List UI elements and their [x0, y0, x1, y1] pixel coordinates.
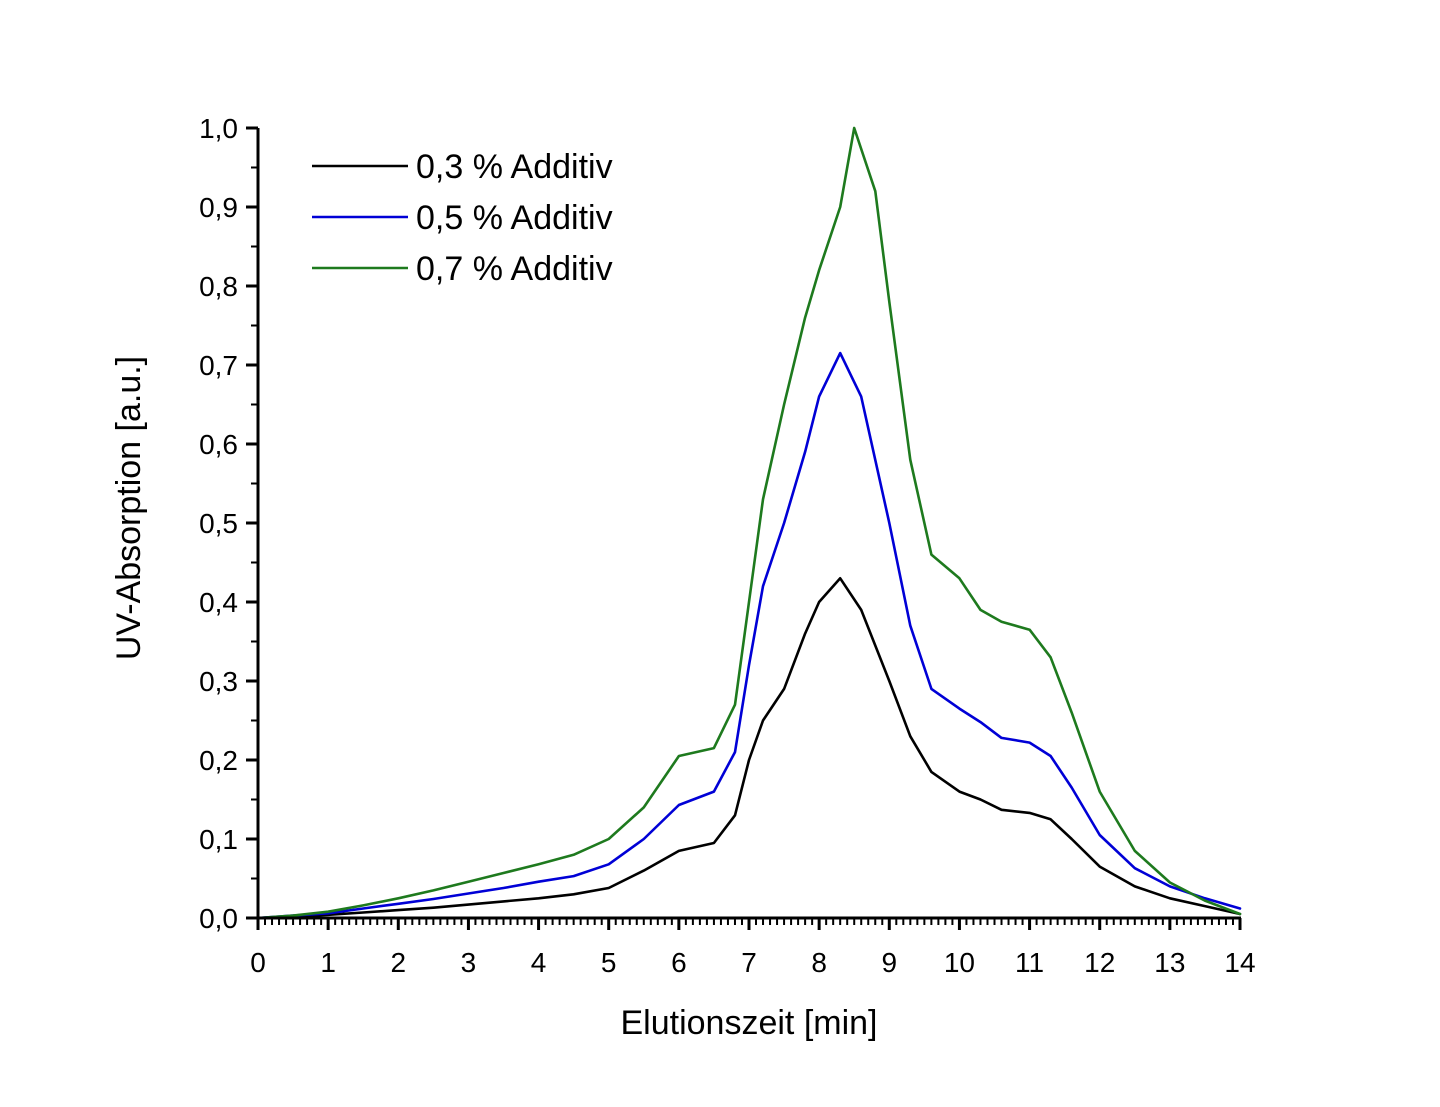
x-tick-label: 6: [671, 947, 687, 978]
y-tick-label: 0,1: [199, 824, 238, 855]
x-tick-label: 10: [944, 947, 975, 978]
series-layer: [256, 126, 1242, 920]
y-tick-label: 0,5: [199, 508, 238, 539]
x-tick-label: 3: [461, 947, 477, 978]
x-tick-label: 2: [390, 947, 406, 978]
series-line-3: [256, 126, 1242, 920]
x-axis-title: Elutionszeit [min]: [621, 1004, 878, 1042]
y-tick-label: 0,9: [199, 192, 238, 223]
y-tick-label: 0,7: [199, 350, 238, 381]
legend-label: 0,3 % Additiv: [416, 148, 613, 186]
y-tick-label: 0,3: [199, 666, 238, 697]
x-tick-label: 1: [320, 947, 336, 978]
y-tick-label: 1,0: [199, 113, 238, 144]
x-axis-ticks: 0 1 2 3 4 5 6 7 8 9 10 11 12 13 14: [250, 918, 1256, 978]
x-tick-label: 13: [1154, 947, 1185, 978]
x-tick-label: 8: [811, 947, 827, 978]
x-tick-label: 5: [601, 947, 617, 978]
x-tick-label: 14: [1224, 947, 1255, 978]
series-line-2: [256, 351, 1242, 920]
legend-label: 0,5 % Additiv: [416, 199, 613, 237]
x-tick-label: 7: [741, 947, 757, 978]
axes-layer: 0 1 2 3 4 5 6 7 8 9 10 11 12 13 14 0,00,10,20,30,40,50…: [199, 113, 1256, 978]
series-line-1: [256, 576, 1242, 920]
x-tick-label: 12: [1084, 947, 1115, 978]
legend-label: 0,7 % Additiv: [416, 250, 613, 288]
x-tick-label: 4: [531, 947, 547, 978]
x-tick-label: 0: [250, 947, 266, 978]
y-tick-label: 0,0: [199, 903, 238, 934]
y-tick-label: 0,4: [199, 587, 238, 618]
y-axis-title: UV-Absorption [a.u.]: [110, 356, 148, 660]
y-tick-label: 0,8: [199, 271, 238, 302]
y-tick-label: 0,2: [199, 745, 238, 776]
y-tick-label: 0,6: [199, 429, 238, 460]
x-tick-label: 9: [881, 947, 897, 978]
x-tick-label: 11: [1015, 947, 1044, 978]
legend: 0,3 % Additiv 0,5 % Additiv 0,7 % Additiv: [312, 148, 613, 288]
y-axis-ticks: 0,0 0,1 0,2 0,3 0,4 0,5 0,6 0,7 0,8 0,9 1,0: [199, 113, 258, 934]
